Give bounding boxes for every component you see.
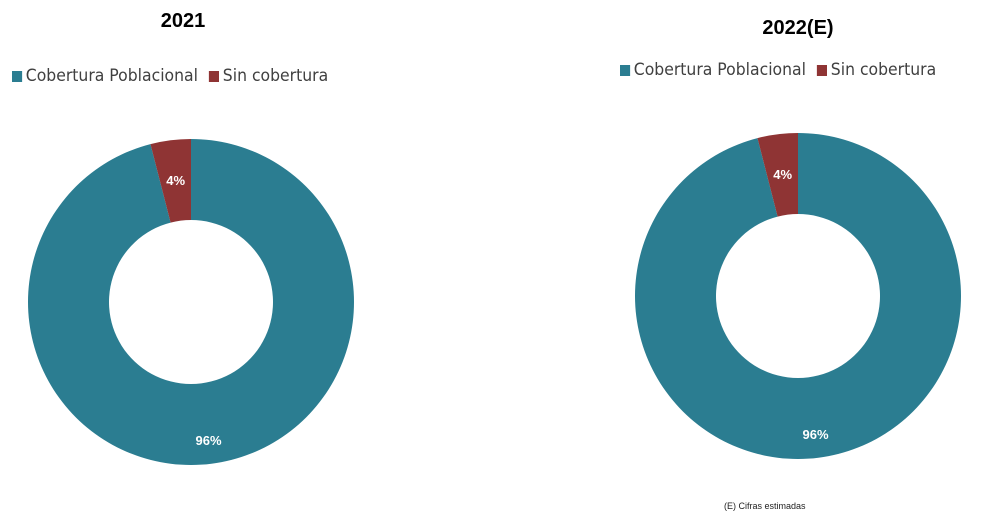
donut-slice-sin-cobertura bbox=[757, 133, 798, 217]
legend-label-sin-cobertura: Sin cobertura bbox=[222, 66, 329, 86]
data-label-cobertura: 96% bbox=[196, 433, 222, 448]
legend-label-cobertura: Cobertura Poblacional bbox=[25, 66, 198, 86]
legend-swatch-cobertura bbox=[620, 64, 631, 76]
data-label-sin-cobertura: 4% bbox=[773, 167, 792, 182]
legend-item-sin-cobertura: Sin cobertura bbox=[208, 66, 329, 86]
chart-title: 2022(E) bbox=[762, 17, 834, 39]
donut-slice-cobertura bbox=[634, 133, 961, 459]
chart-2021: 2021 Cobertura Poblacional Sin cobertura… bbox=[8, 0, 388, 520]
legend-swatch-sin-cobertura bbox=[208, 70, 220, 82]
donut-chart: 96% 4% bbox=[27, 139, 354, 465]
legend: Cobertura Poblacional Sin cobertura bbox=[620, 60, 947, 80]
donut-slice-cobertura bbox=[27, 139, 354, 465]
legend-swatch-cobertura bbox=[12, 70, 23, 82]
legend-item-cobertura: Cobertura Poblacional bbox=[620, 60, 806, 80]
legend-label-sin-cobertura: Sin cobertura bbox=[830, 60, 937, 80]
legend-swatch-sin-cobertura bbox=[816, 64, 828, 76]
chart-title: 2021 bbox=[160, 10, 206, 32]
donut-chart: 96% 4% bbox=[634, 133, 961, 459]
legend: Cobertura Poblacional Sin cobertura bbox=[12, 66, 339, 86]
data-label-cobertura: 96% bbox=[803, 427, 829, 442]
chart-2022: 2022(E) Cobertura Poblacional Sin cobert… bbox=[608, 0, 987, 520]
footnote: (E) Cifras estimadas bbox=[724, 501, 806, 511]
data-label-sin-cobertura: 4% bbox=[166, 173, 185, 188]
donut-slice-sin-cobertura bbox=[150, 139, 191, 223]
legend-label-cobertura: Cobertura Poblacional bbox=[633, 60, 806, 80]
legend-item-sin-cobertura: Sin cobertura bbox=[816, 60, 937, 80]
legend-item-cobertura: Cobertura Poblacional bbox=[12, 66, 198, 86]
